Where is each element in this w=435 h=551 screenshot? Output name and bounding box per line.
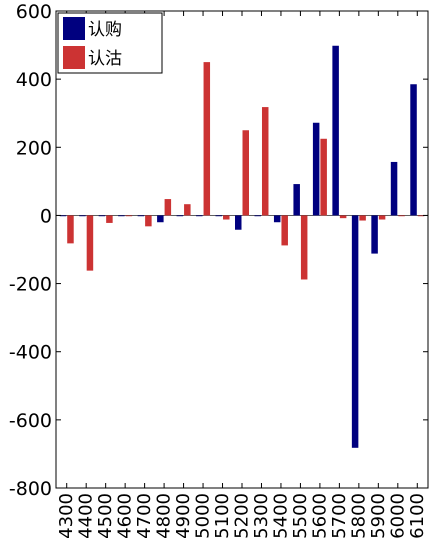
bar-call-6000	[390, 161, 398, 216]
bar-call-5600	[312, 122, 320, 216]
bar-put-5200	[242, 130, 249, 216]
bar-call-4800	[157, 215, 164, 223]
bar-call-5200	[235, 215, 242, 230]
bar-put-6000	[398, 215, 405, 217]
legend-label-call: 认购	[88, 20, 122, 40]
x-tick-label-5600: 5600	[309, 493, 330, 539]
bar-call-5100	[215, 215, 223, 217]
bar-call-4600	[118, 215, 125, 217]
y-tick-label: -200	[9, 274, 52, 296]
bar-put-5300	[261, 107, 269, 216]
y-tick-label: 0	[40, 205, 52, 227]
bar-put-4600	[125, 215, 133, 217]
x-tick-label-4300: 4300	[56, 493, 77, 539]
bar-put-5900	[378, 215, 386, 220]
bar-put-5500	[300, 215, 308, 280]
bar-call-5400	[273, 215, 281, 223]
x-tick-label-4400: 4400	[76, 493, 97, 539]
bar-call-4300	[59, 215, 67, 217]
x-tick-label-6100: 6100	[407, 493, 428, 539]
y-tick-label: 600	[16, 1, 52, 23]
bar-call-5900	[371, 215, 378, 254]
bar-put-6100	[417, 215, 425, 217]
x-tick-label-4700: 4700	[134, 493, 155, 539]
bar-call-4700	[137, 215, 145, 217]
x-tick-label-5100: 5100	[212, 493, 233, 539]
legend: 认购 认沽	[57, 12, 163, 74]
bar-call-4900	[176, 215, 184, 217]
bar-put-4400	[86, 215, 94, 271]
x-tick-label-5400: 5400	[270, 493, 291, 539]
x-tick-label-5000: 5000	[193, 493, 214, 539]
y-tick-label: 200	[16, 137, 52, 159]
x-tick-label-5500: 5500	[290, 493, 311, 539]
bar-call-4500	[98, 215, 106, 217]
x-tick-label-5900: 5900	[368, 493, 389, 539]
bar-call-5500	[293, 184, 300, 216]
y-tick-label: 400	[16, 69, 52, 91]
bar-put-4500	[106, 215, 113, 223]
x-tick-label-5700: 5700	[329, 493, 350, 539]
bars-group	[56, 45, 428, 448]
bar-call-5000	[196, 215, 203, 217]
bar-put-5700	[339, 215, 347, 219]
x-tick-label-4600: 4600	[115, 493, 136, 539]
bar-call-5800	[351, 215, 359, 448]
bar-put-4300	[67, 215, 74, 244]
y-axis: -800 -600 -400 -200 0 200 400 600	[9, 1, 428, 500]
bar-call-6100	[410, 84, 417, 216]
x-tick-label-5800: 5800	[348, 493, 369, 539]
x-tick-label-6000: 6000	[387, 493, 408, 539]
bar-call-5300	[254, 215, 261, 217]
bar-call-4400	[79, 215, 86, 217]
bar-call-5700	[332, 45, 339, 216]
bar-put-5800	[359, 215, 366, 221]
x-tick-label-5200: 5200	[232, 493, 253, 539]
y-tick-label: -800	[9, 478, 52, 500]
bar-put-5000	[203, 62, 211, 216]
x-tick-label-4900: 4900	[173, 493, 194, 539]
bar-put-4800	[164, 199, 172, 216]
x-tick-label-4500: 4500	[95, 493, 116, 539]
x-tick-label-4800: 4800	[154, 493, 175, 539]
bar-put-4900	[184, 204, 191, 216]
y-tick-label: -600	[9, 410, 52, 432]
legend-swatch-put	[63, 46, 85, 69]
x-axis: 4300440045004600470048004900500051005200…	[56, 11, 428, 539]
bar-put-4700	[145, 215, 152, 227]
bar-put-5400	[281, 215, 288, 246]
x-tick-label-5300: 5300	[251, 493, 272, 539]
bar-put-5600	[320, 138, 327, 216]
y-tick-label: -400	[9, 342, 52, 364]
legend-swatch-call	[63, 17, 85, 40]
legend-label-put: 认沽	[88, 49, 122, 69]
bar-put-5100	[223, 215, 230, 220]
